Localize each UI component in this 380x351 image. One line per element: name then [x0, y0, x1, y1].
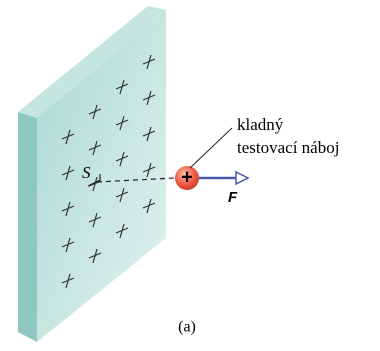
surface-label: S	[82, 163, 91, 182]
diagram: S F + kladný testovací náboj (a)	[0, 0, 380, 351]
force-label: F	[228, 189, 238, 206]
charge-sign: +	[181, 166, 193, 188]
callout-text: kladný	[237, 115, 284, 134]
force-arrowhead	[236, 172, 248, 184]
page: S F + kladný testovací náboj (a) (() => …	[0, 0, 380, 351]
callout-text: testovací náboj	[237, 138, 339, 157]
callout-line	[190, 128, 232, 168]
plate-side	[18, 112, 37, 342]
caption: (a)	[178, 319, 196, 336]
